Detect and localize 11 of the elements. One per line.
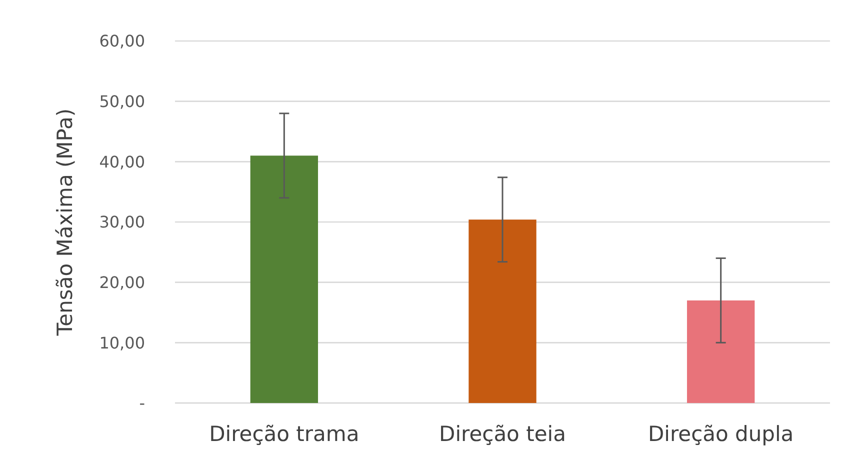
- y-tick-label: 40,00: [99, 152, 145, 172]
- y-tick-label: 60,00: [99, 32, 145, 51]
- y-tick-label: 10,00: [99, 333, 145, 352]
- y-tick-label: 50,00: [99, 92, 145, 111]
- y-axis-title: Tensão Máxima (MPa): [53, 108, 77, 337]
- x-tick-label: Direção teia: [439, 422, 566, 446]
- x-tick-label: Direção trama: [209, 422, 360, 446]
- y-tick-label: 20,00: [99, 272, 145, 292]
- y-tick-label: -: [139, 394, 145, 413]
- y-tick-label: 30,00: [99, 212, 145, 232]
- x-tick-label: Direção dupla: [648, 422, 794, 446]
